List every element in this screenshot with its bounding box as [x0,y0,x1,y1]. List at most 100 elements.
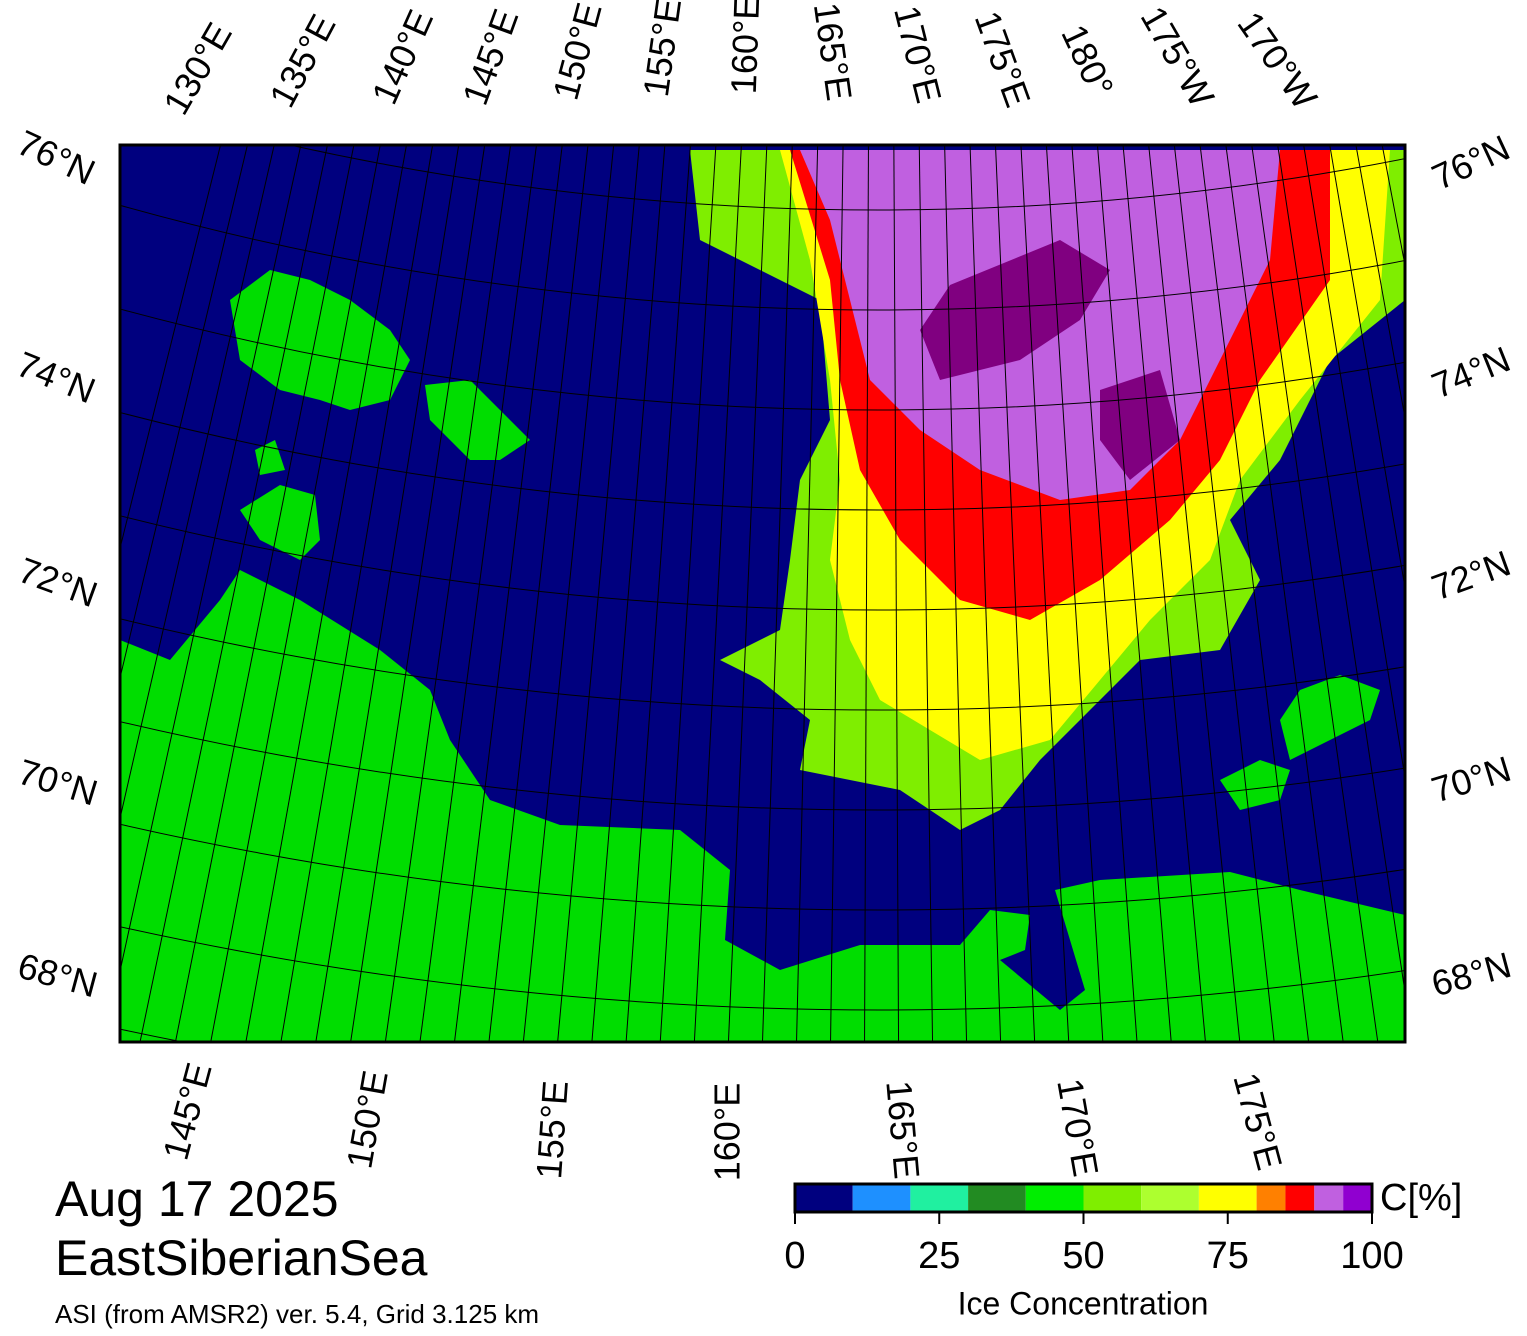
ice-max [920,240,1180,480]
lon-line [1020,145,1070,1042]
lat-label: 70°N [13,751,102,814]
date: Aug 17 2025 [55,1171,339,1227]
lon-line [120,145,302,974]
island [1220,675,1380,810]
lon-line [1071,145,1138,1042]
lon-label: 170°W [1230,4,1326,116]
lon-line [1122,145,1206,1042]
lon-line [944,145,968,1042]
lon-line [727,145,768,1042]
colorbar-segment [1256,1184,1286,1212]
colorbar-tick-label: 100 [1340,1235,1403,1277]
lon-line [659,145,717,1042]
lon-label: 130°E [155,16,240,122]
colorbar: 0 25 50 75 100 [784,1182,1404,1277]
graticule [120,145,1405,1042]
lon-label: 175°E [1225,1068,1290,1174]
lon-line [994,145,1036,1042]
colorbar-label: Ice Concentration [958,1285,1209,1321]
colorbar-segment [968,1184,1026,1212]
lon-line [1251,145,1379,1042]
lon-line [174,145,355,1042]
lon-line [1225,145,1344,1042]
lon-line [918,145,934,1042]
lat-label: 76°N [11,122,101,193]
mainland [120,570,1405,1042]
lat-label: 76°N [1426,127,1516,198]
lon-label: 135°E [261,7,343,113]
island [240,485,320,560]
colorbar-segment [1141,1184,1199,1212]
lon-label: 170°E [886,2,950,107]
lon-line [315,145,460,1042]
lon-line [488,145,589,1042]
lon-label: 140°E [364,3,442,110]
lon-line [1329,145,1405,591]
lat-label: 74°N [1426,338,1516,406]
lon-line [120,145,222,551]
lon-label: 165°E [878,1079,927,1181]
source: ASI (from AMSR2) ver. 5.4, Grid 3.125 km [55,1299,539,1329]
lon-line [210,145,381,1042]
region: EastSiberianSea [55,1230,428,1286]
colorbar-segment [1343,1184,1372,1212]
lon-line [120,145,248,680]
lon-line [761,145,793,1042]
lat-label: 68°N [1427,944,1515,1004]
lon-line [557,145,640,1042]
lon-line [830,145,844,1042]
lon-line [969,145,1002,1042]
lon-line [419,145,537,1042]
lon-label: 180° [1053,18,1122,103]
lon-line [245,145,407,1042]
lon-label: 175°E [967,6,1039,113]
colorbar-segment [1083,1184,1142,1212]
lon-line [893,145,900,1042]
lon-line [1148,145,1241,1042]
lon-line [591,145,666,1042]
lon-label: 170°E [1049,1075,1106,1179]
colorbar-tick-label: 0 [784,1235,805,1277]
lon-label: 175°W [1133,0,1223,114]
lat-label: 72°N [13,549,103,615]
lon-line [120,145,275,821]
lon-label: 165°E [806,0,860,103]
lon-line [1096,145,1172,1042]
colorbar-tick-label: 25 [918,1235,960,1277]
lon-line [693,145,742,1042]
lon-line [625,145,691,1042]
lon-line [280,145,434,1042]
lon-line [454,145,563,1042]
lon-line [139,145,328,1042]
colorbar-segment [1198,1184,1257,1212]
lon-line [1381,145,1405,268]
colorbar-segment [852,1184,911,1212]
lon-line [1045,145,1104,1042]
lon-line [350,145,486,1042]
colorbar-tick-label: 75 [1207,1235,1249,1277]
lon-line [1199,145,1310,1042]
lat-label: 74°N [11,343,101,411]
lat-label: 72°N [1426,542,1516,608]
lon-label: 150°E [545,0,610,104]
lon-label: 150°E [338,1067,395,1171]
lon-line [384,145,512,1042]
colorbar-unit: C[%] [1380,1177,1462,1219]
colorbar-segment [1314,1184,1344,1212]
lon-label: 145°E [454,4,526,111]
lon-label: 160°E [723,0,767,95]
lon-label: 160°E [707,1083,748,1181]
lon-line [864,145,869,1042]
colorbar-segment [795,1184,853,1212]
lon-line [796,145,819,1042]
island [425,380,530,460]
lon-line [522,145,615,1042]
lon-line [1303,145,1405,781]
lat-label: 70°N [1427,748,1516,811]
map-area [120,145,1405,1042]
lon-label: 145°E [155,1058,220,1164]
lon-label: 155°E [635,0,689,99]
lon-label: 155°E [528,1079,576,1180]
colorbar-segment [1285,1184,1315,1212]
